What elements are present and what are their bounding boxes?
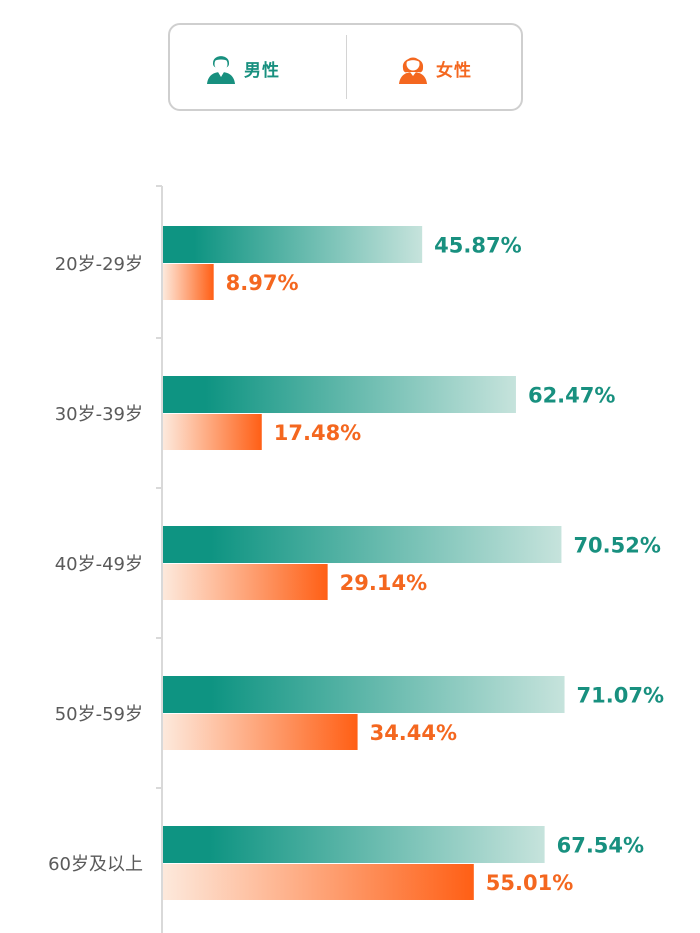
legend: 男性 女性 <box>168 23 523 111</box>
value-label-male: 70.52% <box>573 534 660 558</box>
value-label-female: 17.48% <box>274 421 361 445</box>
category-label: 30岁-39岁 <box>55 404 143 425</box>
value-label-female: 34.44% <box>370 721 457 745</box>
bar-female <box>163 864 474 900</box>
bar-female <box>163 714 358 750</box>
male-user-icon <box>207 56 235 84</box>
value-label-male: 45.87% <box>434 234 521 258</box>
bar-female <box>163 414 262 450</box>
value-label-male: 62.47% <box>528 384 615 408</box>
legend-divider <box>346 35 347 99</box>
value-label-male: 71.07% <box>577 684 664 708</box>
legend-item-male[interactable]: 男性 <box>206 51 280 85</box>
legend-label-female: 女性 <box>436 60 472 81</box>
bar-male <box>163 526 562 563</box>
category-label: 60岁及以上 <box>48 854 143 875</box>
bar-male <box>163 826 545 863</box>
bar-male <box>163 676 565 713</box>
female-user-icon <box>399 57 427 84</box>
bar-female <box>163 564 328 600</box>
bar-male <box>163 376 516 413</box>
bar-female <box>163 264 214 300</box>
value-label-female: 8.97% <box>226 271 299 295</box>
bar-male <box>163 226 423 263</box>
legend-label-male: 男性 <box>244 60 280 81</box>
category-label: 40岁-49岁 <box>55 554 143 575</box>
category-label: 50岁-59岁 <box>55 704 143 725</box>
legend-item-female[interactable]: 女性 <box>398 51 472 85</box>
value-label-female: 55.01% <box>486 871 573 895</box>
value-label-female: 29.14% <box>340 571 427 595</box>
category-label: 20岁-29岁 <box>55 254 143 275</box>
value-label-male: 67.54% <box>557 834 644 858</box>
